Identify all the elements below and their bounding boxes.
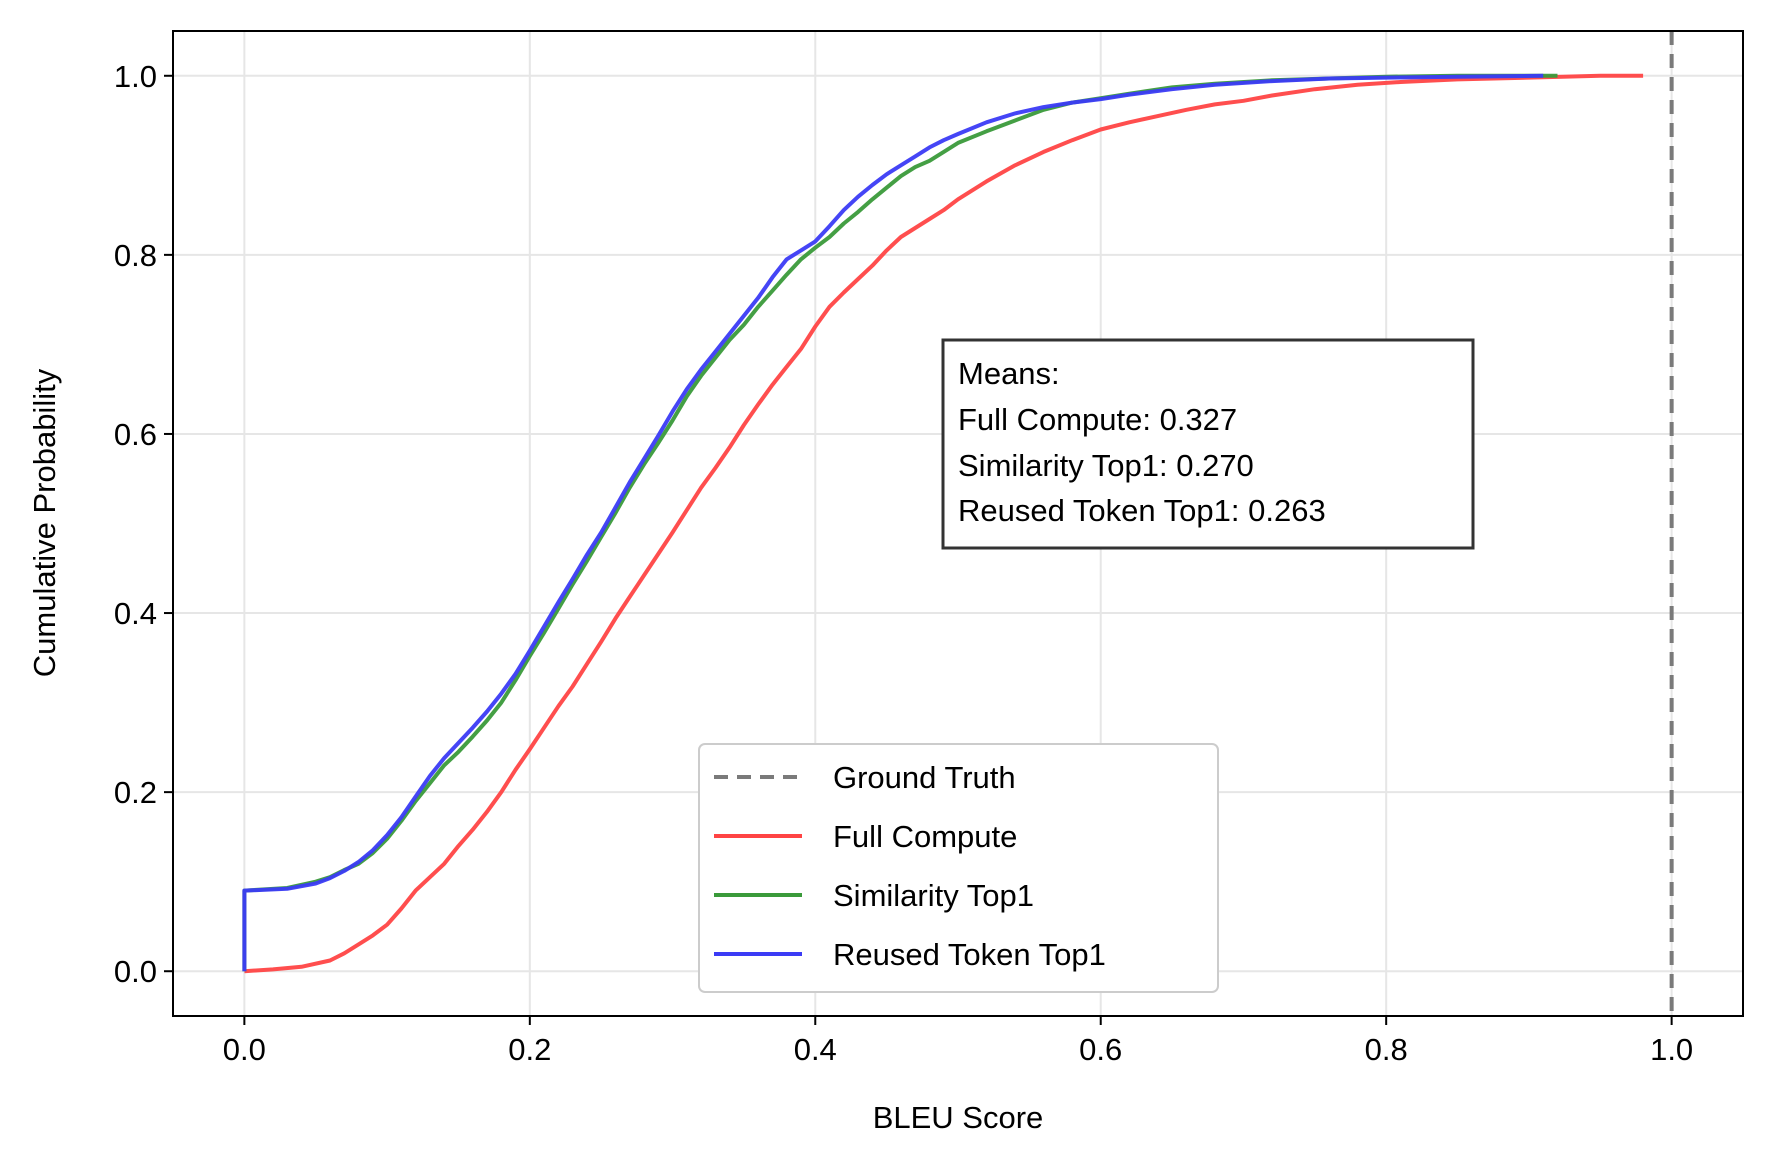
legend-label-ground-truth: Ground Truth — [833, 760, 1016, 795]
y-tick-label: 0.4 — [114, 596, 157, 631]
legend-label-full-compute: Full Compute — [833, 819, 1017, 854]
means-similarity-top1: Similarity Top1: 0.270 — [958, 448, 1254, 483]
y-tick-label: 0.0 — [114, 954, 157, 989]
x-axis-label: BLEU Score — [873, 1100, 1044, 1135]
x-tick-label: 0.8 — [1365, 1032, 1408, 1067]
legend-box — [698, 743, 1219, 993]
x-tick-label: 1.0 — [1650, 1032, 1693, 1067]
means-reused-token-top1: Reused Token Top1: 0.263 — [958, 493, 1326, 528]
x-tick-label: 0.4 — [794, 1032, 837, 1067]
series-lines — [242, 73, 1644, 974]
means-annotation: Means: Full Compute: 0.327 Similarity To… — [941, 338, 1475, 550]
x-tick-label: 0.6 — [1079, 1032, 1122, 1067]
plot-frame — [172, 30, 1744, 1017]
y-tick-label: 0.2 — [114, 775, 157, 810]
y-axis-label: Cumulative Probability — [27, 368, 62, 677]
legend-label-similarity-top1: Similarity Top1 — [833, 878, 1034, 913]
x-tick-label: 0.2 — [508, 1032, 551, 1067]
series-line-reused-token-top1 — [242, 73, 1544, 972]
means-box — [941, 338, 1475, 550]
axis-ticks: 0.0 0.2 0.4 0.6 0.8 1.0 0.0 0.2 0.4 0.6 0.8 1.0 — [114, 59, 1693, 1067]
y-tick-label: 0.8 — [114, 238, 157, 273]
means-full-compute: Full Compute: 0.327 — [958, 402, 1237, 437]
series-line-full-compute — [244, 73, 1644, 974]
legend-label-reused-token-top1: Reused Token Top1 — [833, 937, 1106, 972]
legend: Ground Truth Full Compute Similarity Top… — [698, 743, 1219, 993]
series-line-similarity-top1 — [242, 73, 1558, 972]
y-tick-label: 0.6 — [114, 417, 157, 452]
y-tick-label: 1.0 — [114, 59, 157, 94]
means-title: Means: — [958, 356, 1060, 391]
x-tick-label: 0.0 — [223, 1032, 266, 1067]
